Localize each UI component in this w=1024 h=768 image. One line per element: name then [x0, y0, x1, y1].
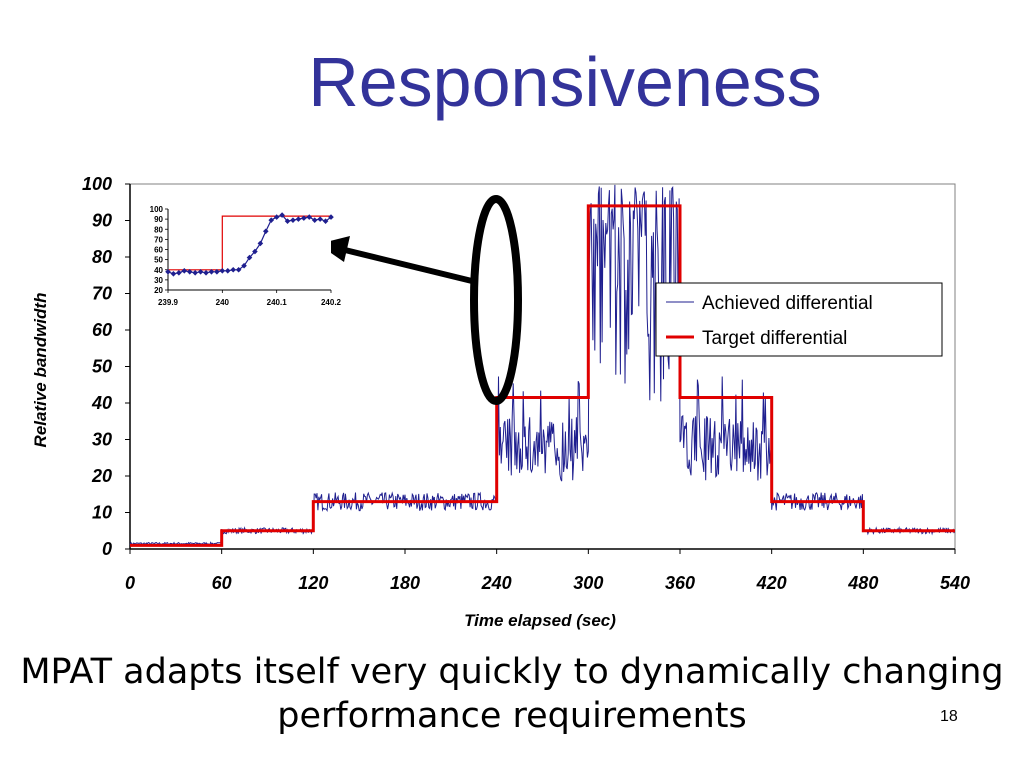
x-tick-label: 300: [573, 573, 603, 593]
inset-point-marker: [328, 214, 334, 220]
inset-y-tick-label: 20: [154, 286, 163, 295]
slide-number: 18: [940, 708, 958, 725]
inset-point-marker: [306, 214, 313, 220]
inset-point-marker: [241, 262, 247, 269]
inset-point-marker: [186, 268, 193, 275]
inset-point-marker: [317, 216, 323, 222]
y-tick-label: 10: [92, 503, 112, 523]
y-tick-label: 60: [92, 320, 112, 340]
inset-point-marker: [224, 267, 231, 274]
inset-y-tick-label: 70: [154, 235, 163, 244]
inset-point-marker: [273, 214, 280, 220]
main-series-group: [129, 184, 955, 547]
y-tick-label: 90: [92, 211, 112, 231]
inset-point-marker: [170, 271, 177, 277]
inset-x-tick-label: 240: [216, 298, 230, 307]
inset-point-marker: [279, 212, 285, 218]
x-tick-label: 0: [125, 573, 135, 593]
x-tick-label: 120: [298, 573, 328, 593]
slide-title: Responsiveness: [308, 43, 822, 121]
x-tick-label: 480: [847, 573, 878, 593]
chart-legend: Achieved differential Target differential: [655, 282, 943, 357]
inset-point-marker: [165, 268, 171, 275]
x-tick-label: 60: [212, 573, 232, 593]
inset-y-tick-label: 40: [154, 266, 163, 275]
inset-point-marker: [197, 268, 204, 275]
inset-point-marker: [268, 217, 275, 223]
caption-line-1: MPAT adapts itself very quickly to dynam…: [20, 652, 1004, 692]
inset-x-tick-label: 240.2: [321, 298, 342, 307]
y-tick-label: 20: [91, 466, 112, 486]
inset-point-marker: [311, 217, 318, 223]
y-tick-label: 100: [82, 174, 112, 194]
inset-y-tick-label: 100: [150, 205, 164, 214]
inset-point-marker: [290, 217, 296, 223]
inset-point-marker: [235, 266, 242, 273]
inset-plot-frame: [168, 209, 331, 290]
inset-point-marker: [181, 267, 188, 274]
y-tick-label: 70: [92, 284, 112, 304]
inset-point-marker: [230, 266, 236, 273]
inset-point-marker: [219, 267, 226, 274]
inset-point-marker: [214, 268, 220, 275]
y-tick-label: 80: [92, 247, 112, 267]
y-tick-label: 0: [102, 539, 112, 559]
legend-label: Achieved differential: [702, 293, 873, 314]
inset-y-tick-label: 80: [154, 225, 163, 234]
x-tick-label: 360: [665, 573, 695, 593]
legend-label: Target differential: [702, 328, 847, 349]
inset-x-tick-label: 239.9: [158, 298, 179, 307]
caption-line-2: performance requirements: [277, 696, 747, 736]
y-tick-label: 30: [92, 430, 112, 450]
inset-point-marker: [257, 240, 264, 247]
arrow-shaft: [344, 247, 477, 285]
x-tick-label: 180: [390, 573, 420, 593]
inset-point-marker: [252, 248, 258, 255]
y-tick-label: 50: [92, 357, 112, 377]
highlight-ellipse-group: [470, 195, 522, 405]
inset-point-marker: [176, 269, 182, 276]
x-tick-label: 240: [481, 573, 512, 593]
inset-x-tick-label: 240.1: [267, 298, 288, 307]
inset-point-marker: [301, 215, 307, 221]
highlight-ellipse: [470, 195, 522, 405]
inset-point-marker: [208, 268, 215, 275]
series-target-line: [130, 204, 955, 547]
inset-y-tick-label: 90: [154, 215, 163, 224]
x-axis-title: Time elapsed (sec): [464, 611, 616, 630]
y-tick-label: 40: [91, 393, 112, 413]
inset-y-tick-label: 50: [154, 256, 163, 265]
inset-point-marker: [295, 216, 302, 222]
inset-point-marker: [284, 218, 291, 224]
legend-box: [655, 282, 943, 357]
inset-point-marker: [322, 218, 329, 224]
inset-y-tick-label: 60: [154, 246, 163, 255]
slide-caption: MPAT adapts itself very quickly to dynam…: [0, 650, 1024, 738]
inset-point-marker: [192, 269, 198, 276]
x-tick-label: 420: [756, 573, 787, 593]
inset-point-marker: [246, 254, 253, 261]
inset-point-marker: [203, 269, 209, 276]
y-axis-title: Relative bandwidth: [31, 293, 50, 448]
inset-y-tick-label: 30: [154, 276, 163, 285]
inset-point-marker: [263, 228, 269, 235]
x-tick-label: 540: [940, 573, 970, 593]
